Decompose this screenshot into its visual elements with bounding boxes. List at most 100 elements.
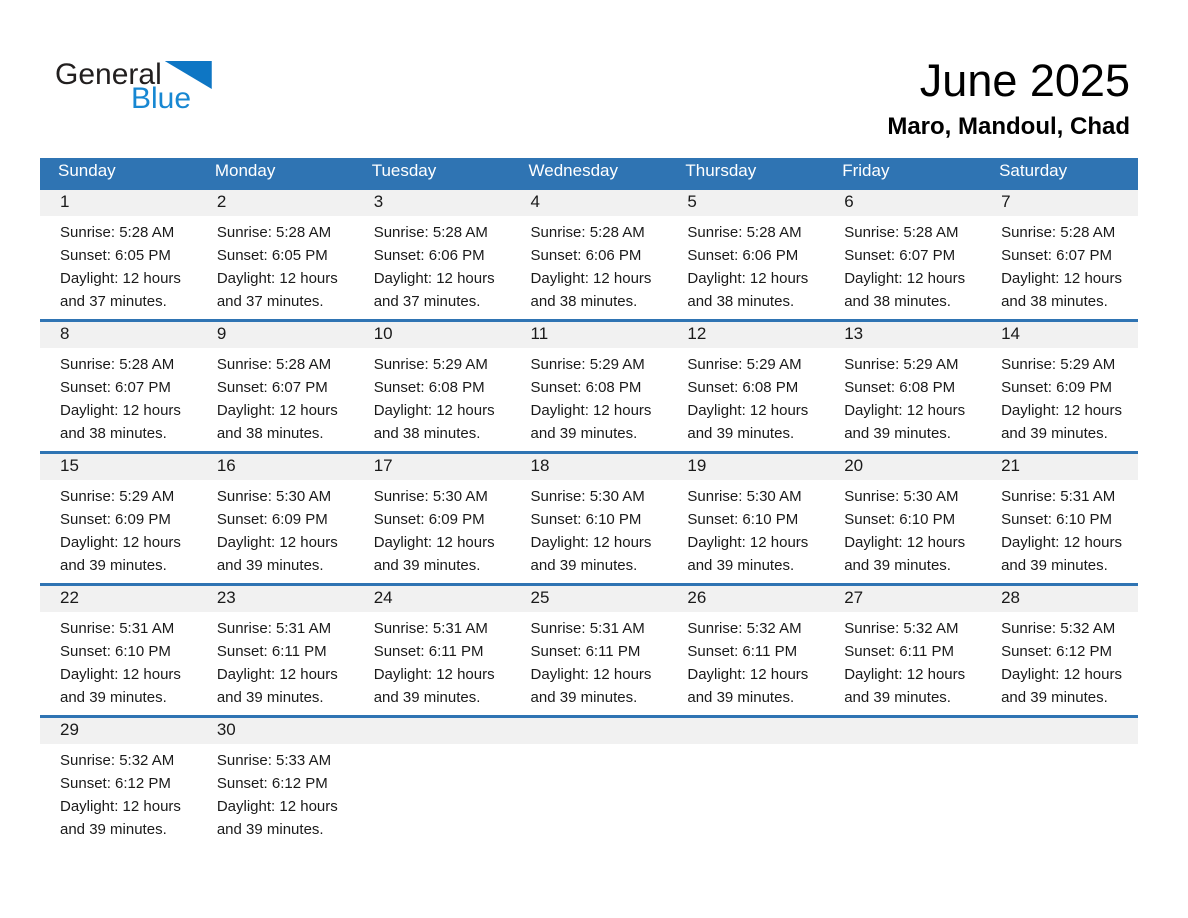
empty-day-cell bbox=[667, 714, 825, 848]
day-details: Sunrise: 5:28 AM Sunset: 6:06 PM Daylight:… bbox=[354, 216, 511, 313]
day-cell: 16 Sunrise: 5:30 AM Sunset: 6:09 PM Dayligh… bbox=[196, 450, 354, 584]
sunrise-text: Sunrise: 5:28 AM bbox=[373, 223, 488, 241]
daylight-text-line2: and 39 minutes. bbox=[373, 556, 481, 574]
day-number: 25 bbox=[510, 585, 668, 612]
daylight-text-line1: Daylight: 12 hours bbox=[373, 533, 495, 551]
daylight-text-line2: and 38 minutes. bbox=[844, 292, 951, 310]
day-number: 21 bbox=[981, 453, 1138, 480]
daylight-text-line2: and 39 minutes. bbox=[216, 556, 324, 574]
day-number: 17 bbox=[353, 453, 511, 480]
daylight-text-line1: Daylight: 12 hours bbox=[1001, 665, 1122, 683]
day-number: 1 bbox=[40, 189, 197, 216]
sunset-text: Sunset: 6:10 PM bbox=[530, 510, 642, 528]
daylight-text-line2: and 39 minutes. bbox=[216, 820, 324, 838]
day-cell: 26 Sunrise: 5:32 AM Sunset: 6:11 PM Dayligh… bbox=[667, 582, 825, 716]
daylight-text-line1: Daylight: 12 hours bbox=[530, 401, 652, 419]
daylight-text-line1: Daylight: 12 hours bbox=[216, 665, 338, 683]
day-number: 18 bbox=[510, 453, 668, 480]
daylight-text-line2: and 39 minutes. bbox=[216, 688, 324, 706]
logo-text-blue: Blue bbox=[131, 82, 192, 115]
weekday-header-friday: Friday bbox=[824, 158, 982, 188]
weekday-header-saturday: Saturday bbox=[981, 158, 1138, 188]
sunrise-text: Sunrise: 5:31 AM bbox=[530, 619, 645, 637]
daylight-text-line2: and 38 minutes. bbox=[60, 424, 167, 442]
day-number: 6 bbox=[824, 189, 982, 216]
day-details: Sunrise: 5:28 AM Sunset: 6:05 PM Daylight:… bbox=[40, 216, 197, 313]
day-number: 19 bbox=[667, 453, 825, 480]
day-details: Sunrise: 5:32 AM Sunset: 6:11 PM Daylight:… bbox=[824, 612, 981, 709]
day-number: 14 bbox=[981, 321, 1138, 348]
daylight-text-line2: and 39 minutes. bbox=[844, 556, 951, 574]
sunrise-text: Sunrise: 5:29 AM bbox=[687, 355, 802, 373]
sunset-text: Sunset: 6:07 PM bbox=[216, 378, 328, 396]
sunrise-text: Sunrise: 5:32 AM bbox=[1001, 619, 1116, 637]
calendar-week-row: 8 Sunrise: 5:28 AM Sunset: 6:07 PM Daylight… bbox=[40, 318, 1138, 452]
day-details: Sunrise: 5:28 AM Sunset: 6:06 PM Daylight:… bbox=[511, 216, 668, 313]
empty-day-cell bbox=[353, 714, 511, 848]
daylight-text-line1: Daylight: 12 hours bbox=[216, 533, 338, 551]
day-cell: 19 Sunrise: 5:30 AM Sunset: 6:10 PM Dayligh… bbox=[667, 450, 825, 584]
calendar-header: June 2025 Maro, Mandoul, Chad bbox=[887, 55, 1130, 141]
day-cell: 17 Sunrise: 5:30 AM Sunset: 6:09 PM Dayligh… bbox=[353, 450, 511, 584]
day-number: 29 bbox=[40, 717, 197, 744]
daylight-text-line1: Daylight: 12 hours bbox=[60, 401, 181, 419]
sunrise-text: Sunrise: 5:29 AM bbox=[1001, 355, 1116, 373]
day-number: 11 bbox=[510, 321, 668, 348]
day-number: 10 bbox=[353, 321, 511, 348]
daylight-text-line1: Daylight: 12 hours bbox=[530, 665, 652, 683]
daylight-text-line1: Daylight: 12 hours bbox=[373, 401, 495, 419]
sunset-text: Sunset: 6:07 PM bbox=[844, 246, 956, 264]
day-details: Sunrise: 5:31 AM Sunset: 6:11 PM Daylight:… bbox=[197, 612, 354, 709]
daylight-text-line1: Daylight: 12 hours bbox=[687, 401, 809, 419]
sunset-text: Sunset: 6:11 PM bbox=[530, 642, 641, 660]
sunrise-text: Sunrise: 5:28 AM bbox=[844, 223, 959, 241]
calendar-table: Sunday Monday Tuesday Wednesday Thursday… bbox=[40, 158, 1138, 848]
day-number: 12 bbox=[667, 321, 825, 348]
day-cell: 1 Sunrise: 5:28 AM Sunset: 6:05 PM Daylight… bbox=[40, 186, 197, 320]
day-cell: 8 Sunrise: 5:28 AM Sunset: 6:07 PM Daylight… bbox=[40, 318, 197, 452]
sunset-text: Sunset: 6:08 PM bbox=[687, 378, 799, 396]
day-cell: 14 Sunrise: 5:29 AM Sunset: 6:09 PM Dayligh… bbox=[981, 318, 1138, 452]
weekday-header-row: Sunday Monday Tuesday Wednesday Thursday… bbox=[40, 158, 1138, 188]
day-cell: 4 Sunrise: 5:28 AM Sunset: 6:06 PM Daylight… bbox=[510, 186, 668, 320]
day-number bbox=[667, 717, 825, 744]
day-cell: 5 Sunrise: 5:28 AM Sunset: 6:06 PM Daylight… bbox=[667, 186, 825, 320]
day-cell: 25 Sunrise: 5:31 AM Sunset: 6:11 PM Dayligh… bbox=[510, 582, 668, 716]
day-cell: 10 Sunrise: 5:29 AM Sunset: 6:08 PM Dayligh… bbox=[353, 318, 511, 452]
sunset-text: Sunset: 6:06 PM bbox=[530, 246, 642, 264]
day-details: Sunrise: 5:30 AM Sunset: 6:10 PM Daylight:… bbox=[824, 480, 981, 577]
weekday-header-wednesday: Wednesday bbox=[510, 158, 668, 188]
daylight-text-line2: and 38 minutes. bbox=[530, 292, 638, 310]
daylight-text-line1: Daylight: 12 hours bbox=[844, 665, 966, 683]
sunrise-text: Sunrise: 5:28 AM bbox=[60, 355, 175, 373]
day-number: 8 bbox=[40, 321, 197, 348]
daylight-text-line2: and 39 minutes. bbox=[687, 424, 795, 442]
sunrise-text: Sunrise: 5:30 AM bbox=[844, 487, 959, 505]
daylight-text-line2: and 37 minutes. bbox=[60, 292, 167, 310]
day-cell: 28 Sunrise: 5:32 AM Sunset: 6:12 PM Dayligh… bbox=[981, 582, 1138, 716]
sunset-text: Sunset: 6:09 PM bbox=[1001, 378, 1112, 396]
day-details: Sunrise: 5:29 AM Sunset: 6:09 PM Daylight:… bbox=[981, 348, 1138, 445]
day-cell: 20 Sunrise: 5:30 AM Sunset: 6:10 PM Dayligh… bbox=[824, 450, 982, 584]
day-details: Sunrise: 5:28 AM Sunset: 6:06 PM Daylight:… bbox=[667, 216, 824, 313]
day-number: 30 bbox=[196, 717, 354, 744]
day-number: 3 bbox=[353, 189, 511, 216]
day-number: 24 bbox=[353, 585, 511, 612]
daylight-text-line1: Daylight: 12 hours bbox=[1001, 533, 1122, 551]
daylight-text-line1: Daylight: 12 hours bbox=[530, 269, 652, 287]
day-number: 2 bbox=[196, 189, 354, 216]
day-details: Sunrise: 5:28 AM Sunset: 6:05 PM Daylight:… bbox=[197, 216, 354, 313]
sunrise-text: Sunrise: 5:29 AM bbox=[60, 487, 175, 505]
daylight-text-line2: and 39 minutes. bbox=[687, 556, 795, 574]
sunrise-text: Sunrise: 5:32 AM bbox=[60, 751, 175, 769]
sunrise-text: Sunrise: 5:28 AM bbox=[216, 355, 332, 373]
day-details: Sunrise: 5:30 AM Sunset: 6:10 PM Daylight:… bbox=[667, 480, 824, 577]
day-cell: 11 Sunrise: 5:29 AM Sunset: 6:08 PM Dayligh… bbox=[510, 318, 668, 452]
sunset-text: Sunset: 6:05 PM bbox=[60, 246, 171, 264]
day-number: 22 bbox=[40, 585, 197, 612]
sunset-text: Sunset: 6:08 PM bbox=[530, 378, 642, 396]
sunrise-text: Sunrise: 5:30 AM bbox=[216, 487, 332, 505]
daylight-text-line2: and 39 minutes. bbox=[530, 688, 638, 706]
day-details: Sunrise: 5:32 AM Sunset: 6:11 PM Daylight:… bbox=[667, 612, 824, 709]
sunrise-text: Sunrise: 5:29 AM bbox=[530, 355, 645, 373]
